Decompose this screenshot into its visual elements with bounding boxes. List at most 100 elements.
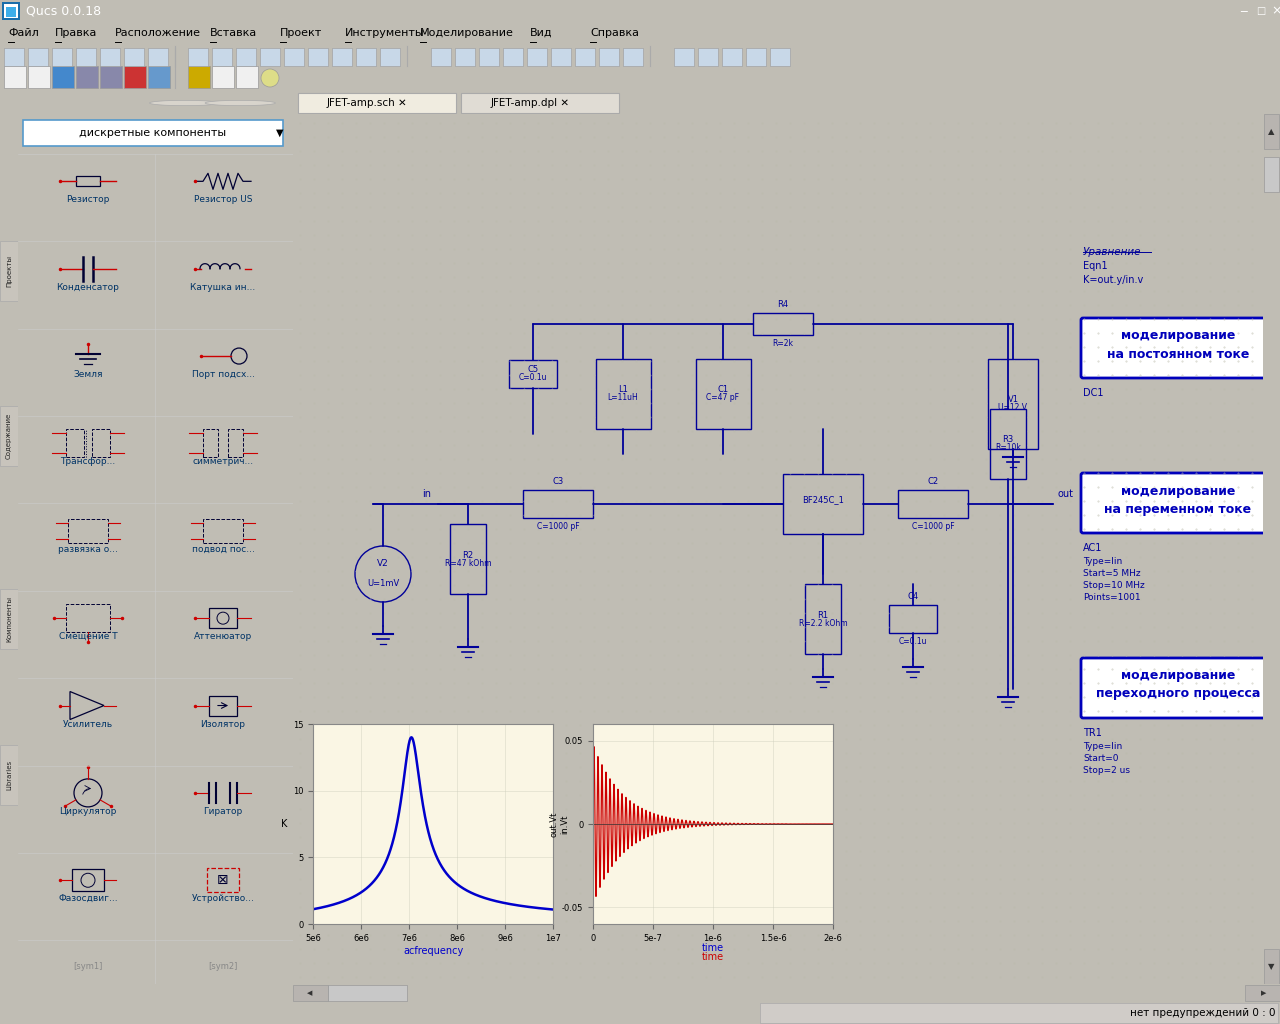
Bar	[431, 48, 451, 66]
Bar	[76, 48, 96, 66]
Text: Изолятор: Изолятор	[201, 720, 246, 728]
Bar	[595, 359, 650, 429]
Text: [sym2]: [sym2]	[209, 962, 238, 971]
Bar	[212, 66, 234, 88]
Text: Моделирование: Моделирование	[420, 28, 513, 38]
Text: Конденсатор: Конденсатор	[56, 283, 119, 292]
Text: нет предупреждений 0 : 0: нет предупреждений 0 : 0	[1129, 1008, 1275, 1018]
Text: L=11uH: L=11uH	[608, 393, 639, 402]
Bar	[0, 745, 18, 805]
Bar	[204, 429, 218, 458]
FancyBboxPatch shape	[1082, 473, 1275, 534]
Text: Инструменты: Инструменты	[346, 28, 425, 38]
Bar	[380, 48, 399, 66]
Text: R1: R1	[818, 610, 828, 620]
Text: K=out.y/in.v: K=out.y/in.v	[1083, 275, 1143, 285]
Text: Порт подсх...: Порт подсх...	[192, 370, 255, 379]
X-axis label: acfrequency: acfrequency	[403, 945, 463, 955]
Text: R=2.2 kOhm: R=2.2 kOhm	[799, 618, 847, 628]
Bar	[124, 66, 146, 88]
Bar	[1263, 114, 1279, 148]
Text: Start=5 MHz: Start=5 MHz	[1083, 569, 1140, 578]
Text: Правка: Правка	[55, 28, 97, 38]
Text: time: time	[701, 952, 724, 962]
Text: ▼: ▼	[276, 128, 284, 138]
Bar	[0, 406, 18, 466]
Text: C=47 pF: C=47 pF	[707, 393, 740, 402]
Bar	[124, 48, 143, 66]
Text: Трансфор...: Трансфор...	[60, 458, 115, 466]
FancyBboxPatch shape	[1082, 658, 1275, 718]
Bar	[308, 48, 328, 66]
Text: C3: C3	[553, 477, 563, 486]
Bar	[988, 359, 1038, 449]
Bar	[207, 868, 239, 892]
Text: Points=1001: Points=1001	[1083, 593, 1140, 602]
Text: C5: C5	[527, 366, 539, 375]
Bar	[76, 66, 99, 88]
Bar	[753, 313, 813, 335]
Text: Qucs 0.0.18: Qucs 0.0.18	[26, 4, 101, 17]
Text: моделирование: моделирование	[1121, 670, 1235, 683]
Bar	[68, 519, 108, 543]
Bar	[0, 241, 18, 301]
Bar	[805, 584, 841, 654]
Bar	[451, 524, 486, 594]
Text: AC1: AC1	[1083, 543, 1102, 553]
Text: Гиратор: Гиратор	[204, 807, 243, 816]
Text: JFET-amp.sch ✕: JFET-amp.sch ✕	[326, 98, 407, 108]
Text: Резистор: Резистор	[67, 196, 110, 205]
Bar	[148, 48, 168, 66]
Text: TR1: TR1	[1083, 728, 1102, 738]
Y-axis label: out.Vt
in.Vt: out.Vt in.Vt	[549, 811, 568, 837]
Bar	[503, 48, 524, 66]
Y-axis label: K: K	[282, 819, 288, 829]
Bar	[1263, 158, 1279, 193]
Text: V2: V2	[378, 559, 389, 568]
Text: V1: V1	[1007, 395, 1019, 404]
Bar	[461, 93, 618, 113]
Text: Проекты: Проекты	[6, 255, 12, 287]
Bar	[695, 359, 750, 429]
Text: L1: L1	[618, 385, 628, 394]
Text: ─: ─	[1239, 6, 1247, 16]
X-axis label: time: time	[701, 943, 724, 952]
Bar	[92, 429, 110, 458]
Bar	[76, 176, 100, 186]
Bar	[599, 48, 620, 66]
Text: Type=lin: Type=lin	[1083, 557, 1123, 566]
Bar	[100, 66, 122, 88]
Bar	[479, 48, 499, 66]
Text: на переменном токе: на переменном токе	[1105, 503, 1252, 515]
Text: Аттенюатор: Аттенюатор	[193, 632, 252, 641]
Text: Файл: Файл	[8, 28, 38, 38]
Bar	[1245, 985, 1280, 1001]
Bar	[989, 409, 1027, 479]
Text: JFET-amp.dpl ✕: JFET-amp.dpl ✕	[490, 98, 570, 108]
Text: R=2k: R=2k	[773, 339, 794, 348]
Text: симметрич...: симметрич...	[192, 458, 253, 466]
Bar	[675, 48, 694, 66]
Text: Проект: Проект	[280, 28, 323, 38]
Bar	[760, 1002, 1277, 1023]
Bar	[783, 474, 863, 534]
Bar	[52, 48, 72, 66]
Text: Компоненты: Компоненты	[6, 596, 12, 642]
Text: Вид: Вид	[530, 28, 553, 38]
Bar	[550, 48, 571, 66]
Bar	[236, 66, 259, 88]
Text: BF245C_1: BF245C_1	[803, 496, 844, 505]
Bar	[722, 48, 742, 66]
Text: моделирование: моделирование	[1121, 484, 1235, 498]
Text: Stop=2 us: Stop=2 us	[1083, 766, 1130, 775]
Bar	[3, 2, 20, 20]
Bar	[209, 608, 237, 628]
Bar	[100, 48, 120, 66]
Text: ×: ×	[1272, 4, 1280, 17]
Bar	[212, 48, 232, 66]
Bar	[284, 48, 305, 66]
Bar	[746, 48, 765, 66]
Bar	[771, 48, 790, 66]
Bar	[72, 869, 104, 891]
Circle shape	[150, 100, 220, 105]
